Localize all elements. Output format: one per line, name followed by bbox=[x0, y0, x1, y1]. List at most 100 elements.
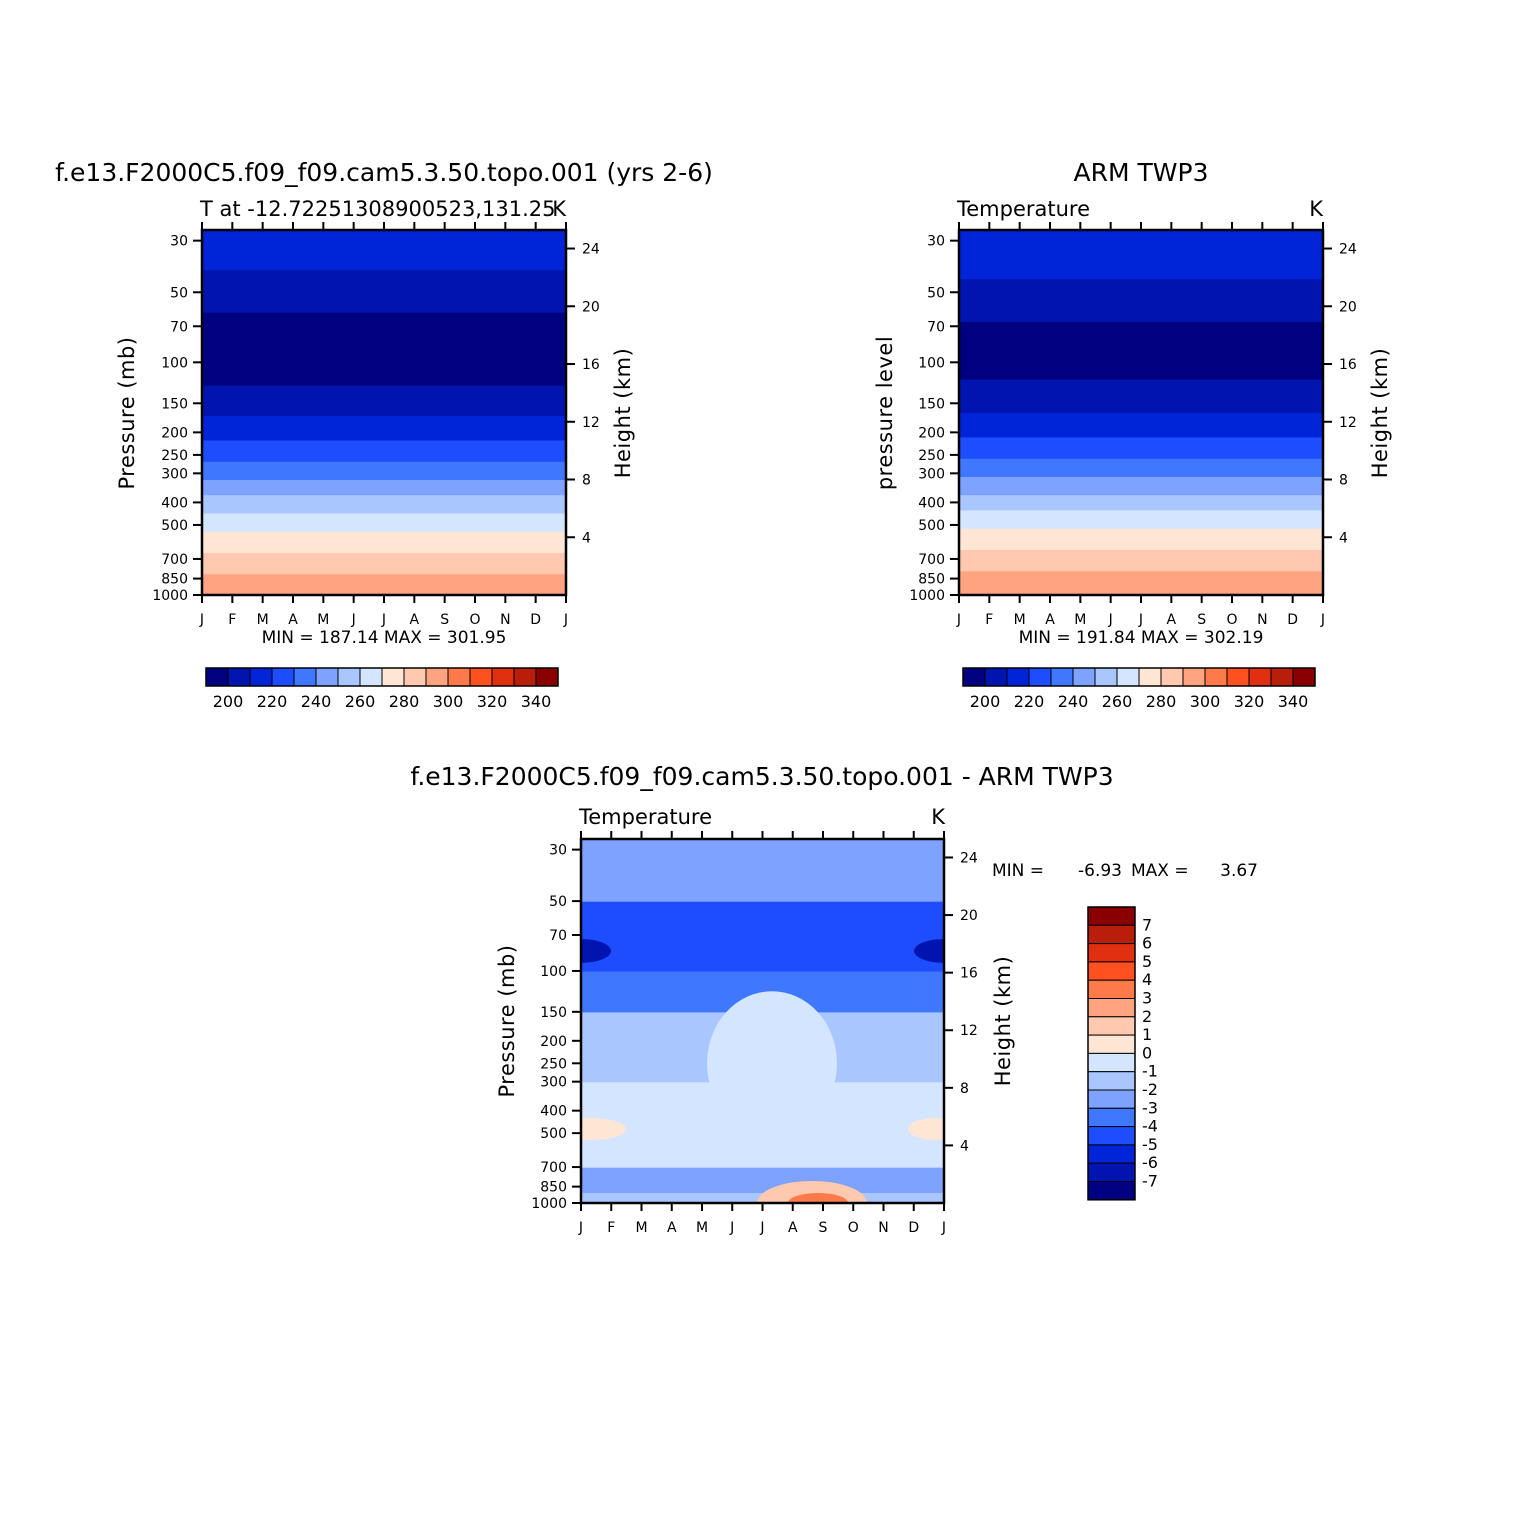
contour-band bbox=[959, 345, 1323, 350]
contour-band bbox=[959, 518, 1323, 523]
contour-band bbox=[959, 449, 1323, 453]
y2-tick-label: 8 bbox=[582, 473, 591, 489]
x-tick-label: M bbox=[696, 1220, 708, 1236]
contour-band bbox=[959, 233, 1323, 237]
contour-band bbox=[202, 515, 566, 520]
contour-band bbox=[959, 406, 1323, 411]
panel-title: f.e13.F2000C5.f09_f09.cam5.3.50.topo.001… bbox=[55, 158, 713, 187]
x-tick-label: J bbox=[1108, 612, 1113, 628]
contour-field bbox=[202, 230, 566, 595]
contour-band bbox=[959, 391, 1323, 395]
x-tick-label: F bbox=[607, 1220, 615, 1236]
anomaly-patch bbox=[707, 991, 837, 1136]
x-tick-label: N bbox=[878, 1220, 888, 1236]
contour-band bbox=[202, 254, 566, 258]
contour-band bbox=[202, 230, 566, 234]
units-label: K bbox=[1309, 197, 1324, 221]
contour-band bbox=[202, 239, 566, 243]
contour-band bbox=[959, 284, 1323, 289]
contour-band bbox=[959, 461, 1323, 465]
contour-band bbox=[202, 488, 566, 493]
colorbar-swatch bbox=[227, 667, 251, 687]
contour-band bbox=[202, 531, 566, 535]
contour-band bbox=[202, 391, 566, 395]
panel-title: ARM TWP3 bbox=[1074, 158, 1209, 187]
contour-band bbox=[202, 439, 566, 444]
contour-band bbox=[202, 561, 566, 566]
contour-band bbox=[202, 251, 566, 255]
colorbar-label: 200 bbox=[970, 692, 1001, 711]
contour-band bbox=[202, 479, 566, 484]
contour-band bbox=[202, 412, 566, 417]
contour-band bbox=[202, 537, 566, 541]
contour-band bbox=[202, 327, 566, 331]
contour-band bbox=[959, 534, 1323, 538]
colorbar: 200 220 240 260 280 300 320 340 bbox=[962, 667, 1316, 711]
colorbar-swatch bbox=[1087, 1162, 1136, 1182]
contour-band bbox=[202, 278, 566, 283]
colorbar-swatch bbox=[962, 667, 986, 687]
y2-tick-label: 24 bbox=[582, 242, 600, 258]
y-tick-label: 100 bbox=[540, 964, 567, 980]
colorbar-swatch bbox=[1087, 924, 1136, 945]
y-tick-label: 100 bbox=[918, 355, 945, 371]
panel-subtitle: T at -12.72251308900523,131.25 bbox=[199, 197, 555, 221]
contour-field bbox=[959, 230, 1323, 595]
colorbar-swatch bbox=[513, 667, 537, 687]
contour-band bbox=[959, 567, 1323, 572]
y-tick-label: 300 bbox=[161, 466, 188, 482]
contour-band bbox=[202, 436, 566, 441]
contour-band bbox=[959, 494, 1323, 499]
colorbar-label: 200 bbox=[213, 692, 244, 711]
y2-tick-label: 20 bbox=[1339, 299, 1357, 315]
colorbar-swatch bbox=[1160, 667, 1184, 687]
colorbar-swatch bbox=[1087, 1034, 1136, 1054]
contour-band bbox=[202, 585, 566, 590]
contour-band bbox=[959, 467, 1323, 471]
x-tick-label: S bbox=[819, 1220, 828, 1236]
contour-band bbox=[202, 579, 566, 584]
contour-band bbox=[959, 272, 1323, 277]
colorbar-label: 300 bbox=[433, 692, 464, 711]
anomaly-patch bbox=[908, 1118, 944, 1141]
colorbar-label: 6 bbox=[1142, 934, 1152, 953]
contour-band bbox=[959, 245, 1323, 249]
contour-band bbox=[202, 482, 566, 487]
contour-band bbox=[959, 239, 1323, 243]
contour-band bbox=[202, 272, 566, 277]
colorbar-swatch bbox=[1072, 667, 1096, 687]
y-tick-label: 400 bbox=[161, 495, 188, 511]
contour-band bbox=[959, 360, 1323, 365]
contour-band bbox=[959, 321, 1323, 325]
contour-band bbox=[959, 491, 1323, 496]
contour-band bbox=[202, 433, 566, 438]
contour-band bbox=[202, 503, 566, 508]
colorbar-swatch bbox=[1292, 667, 1316, 687]
y-tick-label: 850 bbox=[161, 572, 188, 588]
contour-band bbox=[202, 452, 566, 456]
contour-band bbox=[959, 582, 1323, 587]
contour-band bbox=[202, 287, 566, 292]
contour-band bbox=[202, 470, 566, 474]
contour-band bbox=[202, 464, 566, 468]
y-tick-label: 30 bbox=[549, 843, 567, 859]
y-tick-label: 700 bbox=[161, 552, 188, 568]
x-tick-label: A bbox=[788, 1220, 798, 1236]
contour-band bbox=[202, 491, 566, 496]
x-tick-label: J bbox=[941, 1220, 946, 1236]
colorbar-label: 1 bbox=[1142, 1025, 1152, 1044]
contour-band bbox=[959, 281, 1323, 286]
y-tick-label: 1000 bbox=[909, 588, 945, 604]
contour-band bbox=[202, 543, 566, 547]
x-tick-label: J bbox=[729, 1220, 734, 1236]
y-tick-label: 100 bbox=[161, 355, 188, 371]
contour-band bbox=[202, 269, 566, 274]
x-tick-label: S bbox=[440, 612, 449, 628]
contour-band bbox=[202, 582, 566, 587]
contour-band bbox=[202, 449, 566, 453]
colorbar-swatch bbox=[1087, 1126, 1136, 1146]
colorbar-label: 3 bbox=[1142, 989, 1152, 1008]
contour-band bbox=[202, 573, 566, 578]
contour-band bbox=[959, 400, 1323, 404]
colorbar-label: -7 bbox=[1142, 1172, 1158, 1191]
